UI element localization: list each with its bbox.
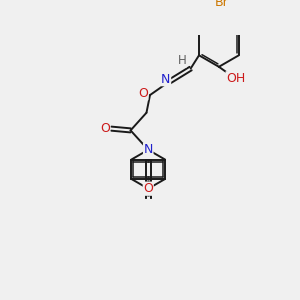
Text: O: O bbox=[143, 182, 153, 195]
Text: Br: Br bbox=[215, 0, 228, 9]
Text: N: N bbox=[161, 73, 171, 86]
Text: O: O bbox=[100, 122, 110, 135]
Text: O: O bbox=[138, 87, 148, 100]
Text: H: H bbox=[177, 54, 186, 67]
Text: OH: OH bbox=[226, 72, 245, 85]
Text: N: N bbox=[143, 143, 153, 156]
